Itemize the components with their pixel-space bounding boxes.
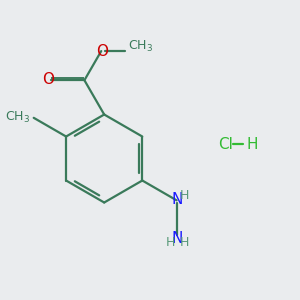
Text: Cl: Cl <box>218 137 232 152</box>
Text: N: N <box>172 192 183 207</box>
Text: H: H <box>180 189 189 202</box>
Text: H: H <box>246 137 258 152</box>
Text: CH$_3$: CH$_3$ <box>128 38 153 53</box>
Text: CH$_3$: CH$_3$ <box>5 110 30 125</box>
Text: O: O <box>96 44 108 59</box>
Text: N: N <box>172 231 183 246</box>
Text: H: H <box>166 236 175 249</box>
Text: H: H <box>180 236 189 249</box>
Text: O: O <box>42 72 54 87</box>
